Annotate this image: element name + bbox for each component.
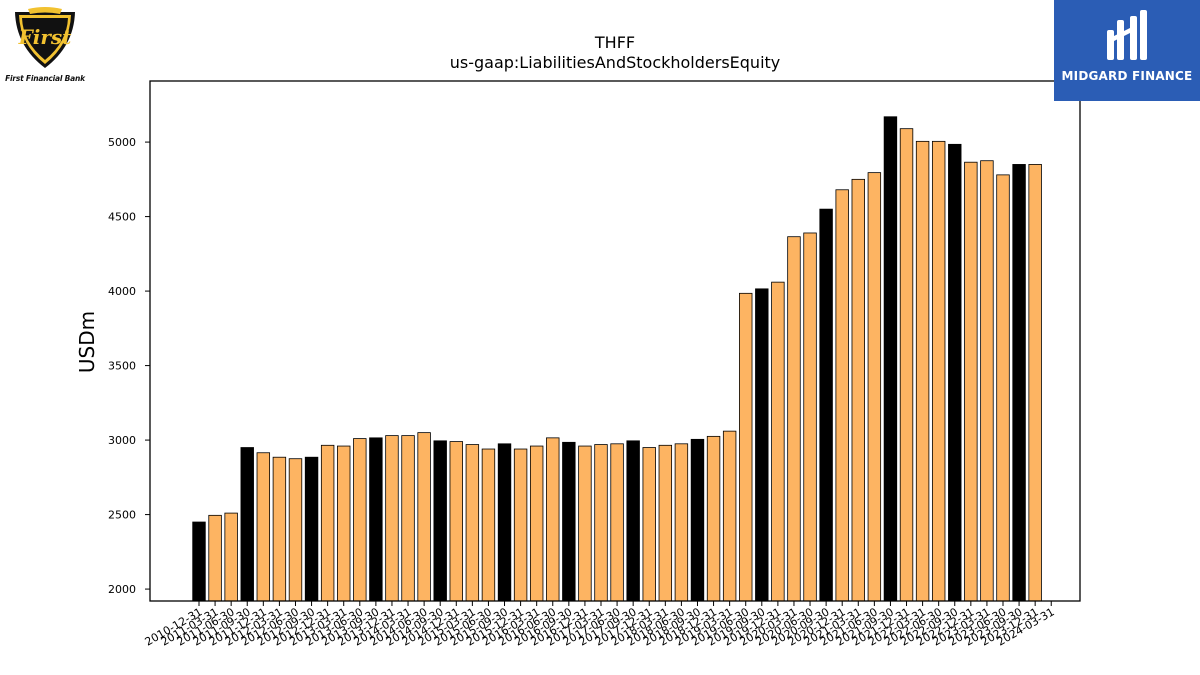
bar [385,435,399,602]
midgard-emblem-icon [1107,10,1147,60]
bar [449,441,463,602]
y-axis-ticks: 2000 2500 3000 3500 4000 4500 5000 [108,136,150,596]
bar [642,447,656,602]
bar [851,178,865,602]
y-tick-label: 2000 [108,583,136,596]
y-tick-label: 5000 [108,136,136,149]
bar [915,140,930,602]
bar [240,447,254,602]
bar [320,444,335,602]
bar [208,514,222,602]
bar [465,444,480,602]
bar [803,232,817,602]
bar [562,441,576,602]
bar [658,444,673,602]
bar [722,430,737,602]
bar [931,140,946,602]
logo-script-text: First [18,25,73,49]
bar [739,292,753,602]
bar [771,281,785,602]
y-tick-label: 4500 [108,211,136,224]
bar [192,521,206,602]
bar [272,456,287,602]
bar [529,445,544,602]
bar [304,456,319,602]
bar [996,174,1010,602]
bar [964,161,978,602]
bar [690,438,705,602]
bar [787,236,801,602]
chart-subtitle: us-gaap:LiabilitiesAndStockholdersEquity [449,53,781,72]
chart-title: THFF [594,33,636,52]
x-axis-ticks: 2010-12-312011-03-312011-06-302011-09-30… [143,601,1057,649]
y-axis-label: USDm [75,310,99,374]
brand-name: MIDGARD FINANCE [1061,69,1193,83]
shield-icon: First [15,7,75,68]
bar [626,440,640,602]
bar [369,437,383,602]
bar [1028,164,1042,602]
plot-frame [149,80,1081,602]
bar [594,444,608,602]
bar [417,432,431,602]
bar [835,189,849,602]
bar [610,443,624,602]
y-tick-label: 4000 [108,285,136,298]
midgard-finance-logo: MIDGARD FINANCE [1054,0,1200,101]
bar [546,437,560,602]
bank-name: First Financial Bank [5,74,85,83]
bar [288,458,303,602]
bar [513,448,528,602]
y-tick-label: 2500 [108,509,136,522]
bar [899,128,914,602]
bar [401,435,415,602]
bar [755,288,769,602]
bars-layer [192,116,1042,602]
bar [674,443,689,602]
y-tick-label: 3000 [108,434,136,447]
bar [337,445,351,602]
first-financial-logo: First First Financial Bank [4,6,86,86]
bar [1012,164,1026,602]
bar [980,160,994,602]
bar [867,172,882,602]
bar [948,143,962,602]
bar [497,443,512,602]
bar [819,208,833,602]
y-tick-label: 3500 [108,360,136,373]
bar [433,440,447,602]
bar [256,452,271,602]
bar [706,435,721,602]
bar [578,445,592,602]
bar [224,512,238,602]
bar [883,116,898,602]
bar [353,438,367,602]
bar [481,448,496,602]
